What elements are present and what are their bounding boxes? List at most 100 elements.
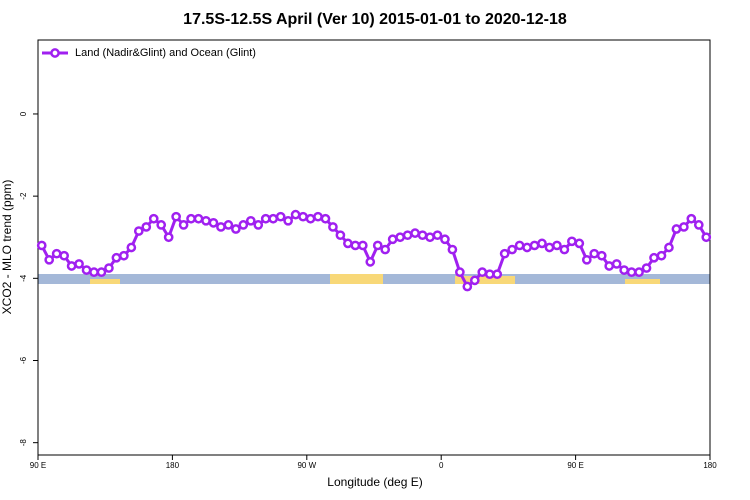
data-point	[537, 238, 547, 249]
data-point	[104, 263, 114, 273]
data-point	[544, 242, 555, 253]
data-point	[484, 269, 495, 280]
data-point	[171, 211, 181, 222]
data-point	[148, 213, 159, 224]
y-tick-label: -2	[19, 192, 28, 200]
x-tick-label: 180	[703, 461, 717, 470]
data-point	[559, 244, 570, 255]
data-point	[596, 250, 607, 261]
data-point	[634, 267, 644, 278]
surface-band	[38, 274, 710, 284]
data-point	[231, 224, 241, 234]
data-point	[529, 240, 540, 251]
data-point	[141, 222, 152, 232]
land-patch	[90, 279, 120, 284]
data-point	[126, 242, 137, 253]
data-point	[111, 252, 122, 263]
data-point	[275, 211, 286, 222]
data-point	[343, 238, 353, 249]
data-point	[66, 261, 77, 271]
chart-title: 17.5S-12.5S April (Ver 10) 2015-01-01 to…	[183, 11, 567, 28]
data-point	[417, 230, 428, 241]
data-point	[44, 254, 55, 265]
land-patch	[625, 279, 660, 284]
data-point	[499, 248, 510, 259]
data-point	[581, 254, 592, 265]
data-point	[268, 213, 279, 224]
data-point	[372, 240, 383, 251]
data-point	[522, 242, 532, 253]
data-point	[679, 222, 689, 232]
data-point	[365, 257, 376, 267]
data-point	[305, 213, 316, 224]
data-point	[201, 215, 211, 226]
y-axis-label: XCO2 - MLO trend (ppm)	[0, 180, 14, 315]
data-point	[59, 250, 69, 261]
data-point	[440, 234, 450, 245]
data-point	[671, 224, 682, 234]
data-point	[357, 240, 368, 251]
data-point	[507, 244, 517, 255]
data-point	[380, 244, 391, 255]
y-tick-label: -6	[19, 356, 28, 364]
data-point	[701, 232, 712, 243]
data-point	[253, 220, 264, 230]
data-point	[245, 215, 256, 226]
data-point	[567, 236, 577, 247]
data-point	[350, 240, 361, 251]
data-point	[641, 263, 652, 273]
x-tick-label: 180	[166, 461, 180, 470]
data-point	[619, 265, 629, 275]
data-point	[395, 232, 405, 243]
data-point	[163, 232, 174, 243]
data-point	[514, 240, 525, 251]
y-tick-label: -8	[19, 439, 28, 447]
data-point	[335, 230, 346, 241]
data-point	[283, 215, 293, 226]
data-point	[455, 267, 465, 278]
data-point	[156, 220, 167, 230]
data-point	[216, 222, 226, 232]
data-point	[387, 234, 398, 245]
x-axis-label: Longitude (deg E)	[327, 475, 422, 489]
data-point	[410, 228, 420, 238]
data-point	[686, 213, 697, 224]
data-point	[447, 244, 458, 255]
data-point	[589, 248, 600, 259]
data-point	[328, 222, 338, 232]
data-point	[208, 217, 219, 228]
data-point	[290, 209, 301, 220]
data-point	[320, 213, 331, 224]
data-point	[604, 261, 615, 271]
land-patch	[455, 276, 515, 284]
data-point	[432, 230, 443, 241]
data-point	[223, 220, 234, 230]
data-point	[664, 242, 674, 253]
legend-marker	[50, 48, 60, 58]
data-point	[193, 213, 204, 224]
data-point	[178, 220, 189, 230]
y-tick-label: 0	[19, 111, 28, 116]
x-tick-label: 90 W	[297, 461, 316, 470]
x-tick-label: 90 E	[30, 461, 46, 470]
land-patch	[330, 274, 383, 284]
data-point	[574, 238, 585, 249]
data-point	[74, 259, 84, 269]
data-point	[425, 232, 435, 243]
data-point	[133, 226, 144, 236]
data-point	[626, 267, 637, 278]
legend-label: Land (Nadir&Glint) and Ocean (Glint)	[75, 47, 256, 59]
data-point	[313, 211, 323, 222]
data-point	[89, 267, 99, 278]
data-point	[119, 250, 129, 261]
data-point	[81, 265, 92, 275]
data-point	[693, 220, 704, 230]
data-point	[649, 252, 659, 263]
data-point	[238, 220, 249, 230]
data-point	[298, 211, 308, 222]
y-tick-label: -4	[19, 274, 28, 282]
data-point	[656, 250, 667, 261]
data-point	[402, 230, 413, 241]
data-point	[51, 248, 62, 259]
